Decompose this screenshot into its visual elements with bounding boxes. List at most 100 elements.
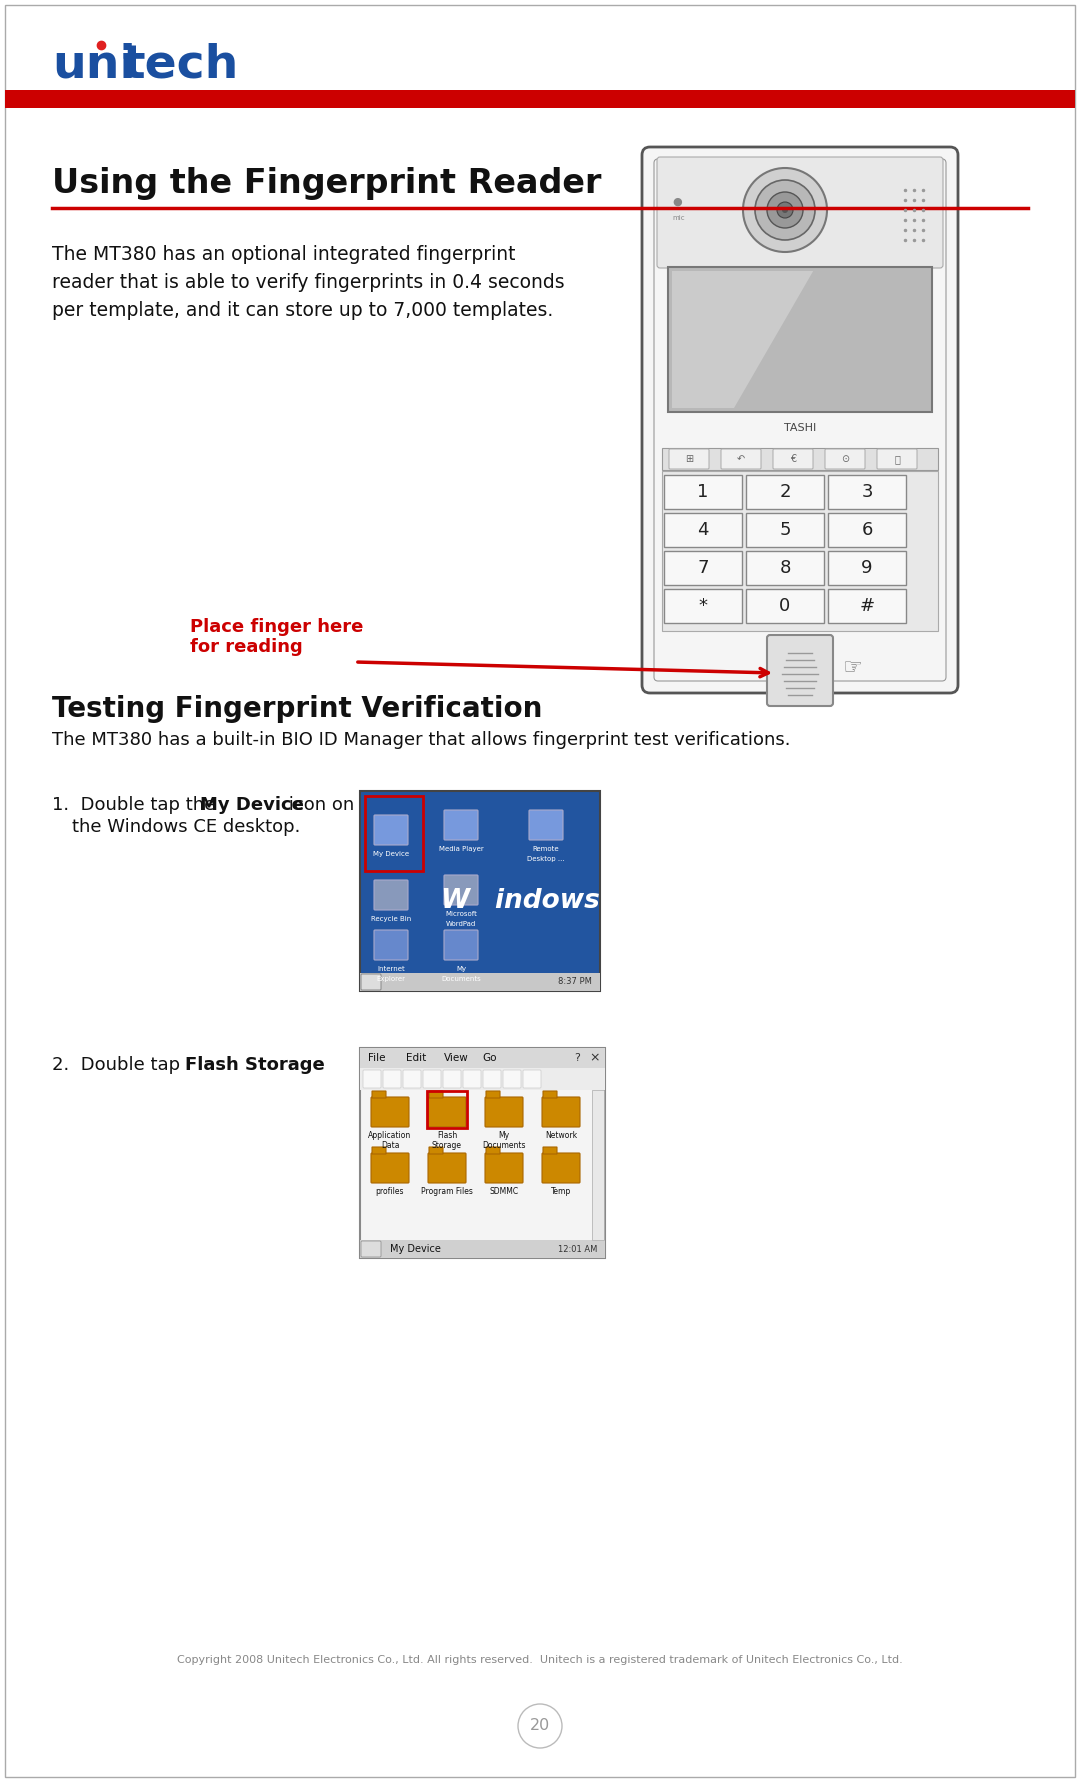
Circle shape xyxy=(782,207,788,214)
FancyBboxPatch shape xyxy=(877,449,917,469)
Text: Testing Fingerprint Verification: Testing Fingerprint Verification xyxy=(52,695,542,723)
FancyBboxPatch shape xyxy=(363,1069,381,1089)
FancyBboxPatch shape xyxy=(429,1148,443,1155)
FancyBboxPatch shape xyxy=(828,476,906,510)
Text: Recycle Bin: Recycle Bin xyxy=(370,916,411,921)
Text: #: # xyxy=(860,597,875,615)
FancyBboxPatch shape xyxy=(444,875,478,905)
FancyBboxPatch shape xyxy=(828,551,906,584)
FancyBboxPatch shape xyxy=(483,1069,501,1089)
Text: 3: 3 xyxy=(861,483,873,501)
FancyBboxPatch shape xyxy=(825,449,865,469)
Text: ⏻: ⏻ xyxy=(894,454,900,463)
FancyBboxPatch shape xyxy=(746,551,824,584)
Text: Place finger here: Place finger here xyxy=(190,618,363,636)
FancyBboxPatch shape xyxy=(664,590,742,624)
Text: .: . xyxy=(287,1057,293,1075)
FancyBboxPatch shape xyxy=(361,975,381,991)
FancyBboxPatch shape xyxy=(642,146,958,693)
FancyBboxPatch shape xyxy=(428,1153,465,1183)
Text: Temp: Temp xyxy=(551,1187,571,1196)
FancyBboxPatch shape xyxy=(423,1069,441,1089)
Text: My Device: My Device xyxy=(373,852,409,857)
FancyBboxPatch shape xyxy=(374,930,408,960)
FancyBboxPatch shape xyxy=(592,1091,604,1240)
FancyBboxPatch shape xyxy=(372,1148,386,1155)
FancyBboxPatch shape xyxy=(374,880,408,911)
FancyBboxPatch shape xyxy=(372,1098,409,1126)
Circle shape xyxy=(767,192,804,228)
FancyBboxPatch shape xyxy=(503,1069,521,1089)
Text: Flash: Flash xyxy=(437,1132,457,1140)
Text: ⊙: ⊙ xyxy=(841,454,849,463)
Text: for reading: for reading xyxy=(190,638,302,656)
Text: 12:01 AM: 12:01 AM xyxy=(557,1244,597,1253)
Text: 2.  Double tap: 2. Double tap xyxy=(52,1057,186,1075)
FancyBboxPatch shape xyxy=(360,1048,605,1067)
FancyBboxPatch shape xyxy=(828,590,906,624)
FancyBboxPatch shape xyxy=(485,1153,523,1183)
Text: Go: Go xyxy=(482,1053,497,1064)
FancyBboxPatch shape xyxy=(543,1091,557,1098)
FancyBboxPatch shape xyxy=(543,1148,557,1155)
FancyBboxPatch shape xyxy=(360,791,600,991)
FancyBboxPatch shape xyxy=(664,513,742,547)
FancyBboxPatch shape xyxy=(542,1153,580,1183)
Text: 0: 0 xyxy=(780,597,791,615)
FancyBboxPatch shape xyxy=(746,476,824,510)
Text: My Device: My Device xyxy=(390,1244,441,1255)
Text: Documents: Documents xyxy=(483,1140,526,1149)
Text: 6: 6 xyxy=(862,520,873,538)
Text: Documents: Documents xyxy=(441,977,481,982)
FancyBboxPatch shape xyxy=(662,447,939,470)
Text: ⊞: ⊞ xyxy=(685,454,693,463)
FancyBboxPatch shape xyxy=(361,1240,381,1256)
Text: uni: uni xyxy=(52,43,136,87)
Text: WordPad: WordPad xyxy=(446,921,476,927)
FancyBboxPatch shape xyxy=(372,1091,386,1098)
FancyBboxPatch shape xyxy=(443,1069,461,1089)
FancyBboxPatch shape xyxy=(721,449,761,469)
Text: 4: 4 xyxy=(698,520,708,538)
Circle shape xyxy=(777,201,793,217)
FancyBboxPatch shape xyxy=(360,1240,605,1258)
Text: ●: ● xyxy=(672,198,681,207)
Text: Remote: Remote xyxy=(532,846,559,852)
Text: W: W xyxy=(440,887,469,914)
Text: €: € xyxy=(789,454,796,463)
Text: Flash Storage: Flash Storage xyxy=(185,1057,325,1075)
FancyBboxPatch shape xyxy=(773,449,813,469)
Text: Copyright 2008 Unitech Electronics Co., Ltd. All rights reserved.  Unitech is a : Copyright 2008 Unitech Electronics Co., … xyxy=(177,1655,903,1664)
Text: Using the Fingerprint Reader: Using the Fingerprint Reader xyxy=(52,168,602,200)
FancyBboxPatch shape xyxy=(669,267,932,412)
Text: *: * xyxy=(699,597,707,615)
Text: ☞: ☞ xyxy=(842,658,862,677)
FancyBboxPatch shape xyxy=(428,1098,465,1126)
Text: 5: 5 xyxy=(780,520,791,538)
FancyBboxPatch shape xyxy=(444,930,478,960)
Text: My Device: My Device xyxy=(200,797,303,814)
Text: mic: mic xyxy=(672,216,685,221)
FancyBboxPatch shape xyxy=(542,1098,580,1126)
Text: The MT380 has an optional integrated fingerprint: The MT380 has an optional integrated fin… xyxy=(52,244,515,264)
Text: Microsoft: Microsoft xyxy=(445,911,477,918)
Text: reader that is able to verify fingerprints in 0.4 seconds: reader that is able to verify fingerprin… xyxy=(52,273,565,292)
FancyBboxPatch shape xyxy=(523,1069,541,1089)
FancyBboxPatch shape xyxy=(664,476,742,510)
Text: profiles: profiles xyxy=(376,1187,404,1196)
Text: View: View xyxy=(444,1053,469,1064)
FancyBboxPatch shape xyxy=(360,973,600,991)
Text: SDMMC: SDMMC xyxy=(489,1187,518,1196)
Text: per template, and it can store up to 7,000 templates.: per template, and it can store up to 7,0… xyxy=(52,301,553,321)
Text: Data: Data xyxy=(381,1140,400,1149)
Text: 8:37 PM: 8:37 PM xyxy=(558,978,592,987)
Text: Media Player: Media Player xyxy=(438,846,484,852)
FancyBboxPatch shape xyxy=(403,1069,421,1089)
FancyBboxPatch shape xyxy=(372,1153,409,1183)
Text: icon on: icon on xyxy=(283,797,354,814)
Polygon shape xyxy=(672,271,813,408)
Circle shape xyxy=(743,168,827,251)
Text: Internet: Internet xyxy=(377,966,405,971)
FancyBboxPatch shape xyxy=(662,470,939,631)
Text: Edit: Edit xyxy=(406,1053,427,1064)
